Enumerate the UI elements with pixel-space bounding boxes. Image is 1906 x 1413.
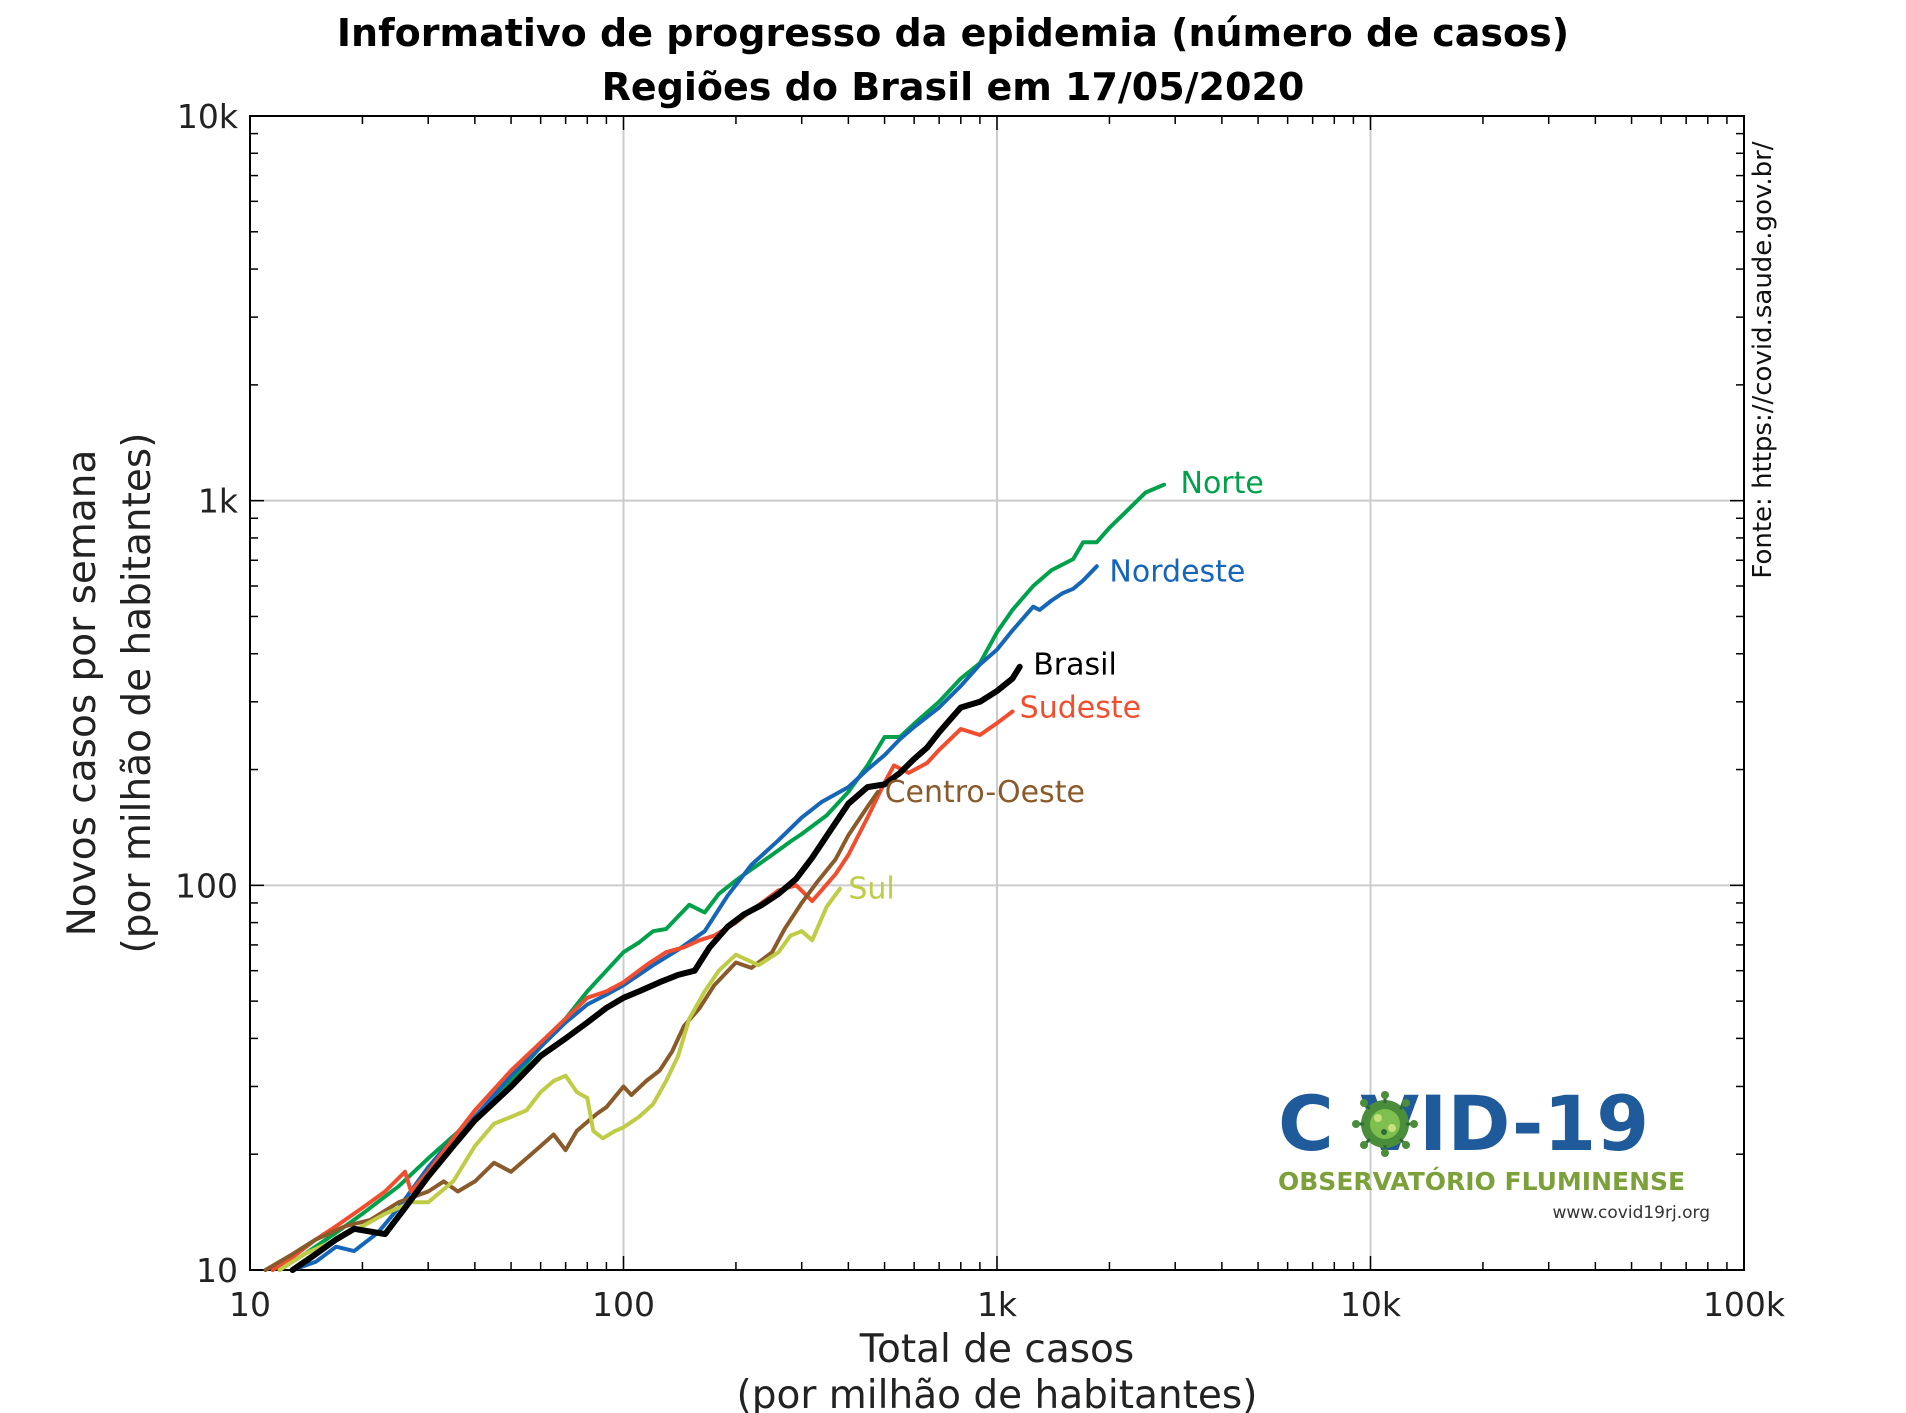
- series-label-nordeste: Nordeste: [1109, 554, 1245, 589]
- x-tick-label: 100k: [1703, 1285, 1786, 1324]
- x-tick-label: 10k: [1340, 1285, 1402, 1324]
- x-tick-label: 100: [592, 1285, 655, 1324]
- y-axis-label-line1: Novos casos por semana: [60, 450, 105, 937]
- x-axis-label-line1: Total de casos: [859, 1327, 1134, 1372]
- x-axis-label-line2: (por milhão de habitantes): [737, 1373, 1258, 1413]
- logo-title: C VID-19: [1278, 1079, 1649, 1168]
- series-line-centro-oeste: [263, 789, 880, 1272]
- series-label-sul: Sul: [848, 872, 894, 907]
- series-labels: Norte Nordeste Brasil Sudeste Centro-Oeste Su…: [848, 466, 1264, 906]
- series-label-centro-oeste: Centro-Oeste: [885, 775, 1085, 810]
- grid: [250, 116, 1744, 1270]
- y-tick-labels: 10 100 1k 10k: [175, 97, 239, 1290]
- y-axis-label-line2: (por milhão de habitantes): [115, 433, 160, 954]
- series-line-brasil: [289, 663, 1023, 1273]
- y-tick-label: 10k: [177, 97, 239, 136]
- series-label-sudeste: Sudeste: [1020, 690, 1141, 725]
- series-lines: [263, 482, 1166, 1273]
- series-line-sul: [277, 886, 842, 1272]
- series-label-brasil: Brasil: [1033, 648, 1117, 683]
- y-tick-label: 1k: [198, 482, 239, 521]
- logo-subtitle: OBSERVATÓRIO FLUMINENSE: [1278, 1166, 1685, 1196]
- source-note: Fonte: https://covid.saude.gov.br/: [1748, 141, 1778, 578]
- x-tick-label: 10: [229, 1285, 271, 1324]
- x-tick-label: 1k: [977, 1285, 1018, 1324]
- plot-frame: [249, 115, 1745, 1271]
- y-tick-label: 100: [175, 866, 238, 905]
- virus-icon: [1352, 1091, 1418, 1157]
- series-line-norte: [277, 482, 1166, 1272]
- chart-title-line2: Regiões do Brasil em 17/05/2020: [602, 65, 1305, 109]
- series-label-norte: Norte: [1181, 466, 1264, 501]
- y-tick-label: 10: [196, 1251, 238, 1290]
- chart-title-line1: Informativo de progresso da epidemia (nú…: [337, 11, 1569, 55]
- covid19-observatorio-logo: C VID-19: [1278, 1079, 1710, 1223]
- logo-url: www.covid19rj.org: [1552, 1203, 1710, 1223]
- x-tick-labels: 10 100 1k 10k 100k: [229, 1285, 1786, 1324]
